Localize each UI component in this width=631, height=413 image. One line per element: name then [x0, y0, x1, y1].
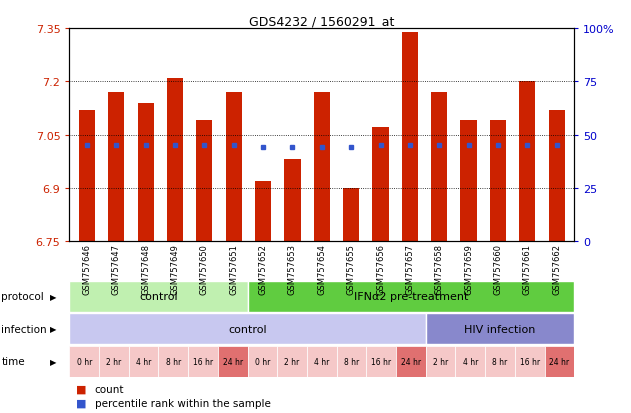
- Text: 4 hr: 4 hr: [314, 357, 329, 366]
- Bar: [461, 121, 476, 242]
- Text: GSM757655: GSM757655: [346, 244, 356, 294]
- Text: 16 hr: 16 hr: [519, 357, 540, 366]
- Bar: [396, 346, 426, 377]
- Text: ■: ■: [76, 384, 86, 394]
- Text: 24 hr: 24 hr: [223, 357, 243, 366]
- Bar: [188, 346, 218, 377]
- Bar: [314, 93, 330, 242]
- Bar: [485, 346, 515, 377]
- Bar: [337, 346, 367, 377]
- Text: time: time: [1, 356, 25, 366]
- Text: GSM757662: GSM757662: [552, 244, 561, 294]
- Bar: [247, 346, 277, 377]
- Text: 2 hr: 2 hr: [433, 357, 448, 366]
- Text: GSM757656: GSM757656: [376, 244, 385, 294]
- Bar: [372, 128, 389, 242]
- Title: GDS4232 / 1560291_at: GDS4232 / 1560291_at: [249, 15, 394, 28]
- Bar: [367, 346, 396, 377]
- Bar: [545, 346, 574, 377]
- Bar: [158, 346, 188, 377]
- Text: GSM757652: GSM757652: [259, 244, 268, 294]
- Bar: [307, 346, 337, 377]
- Text: 24 hr: 24 hr: [550, 357, 569, 366]
- Bar: [426, 313, 574, 344]
- Text: GSM757650: GSM757650: [200, 244, 209, 294]
- Text: GSM757658: GSM757658: [435, 244, 444, 294]
- Bar: [247, 281, 574, 312]
- Text: control: control: [139, 292, 178, 302]
- Text: GSM757653: GSM757653: [288, 244, 297, 294]
- Bar: [218, 346, 247, 377]
- Text: GSM757649: GSM757649: [170, 244, 180, 294]
- Text: GSM757660: GSM757660: [493, 244, 502, 294]
- Bar: [285, 160, 300, 242]
- Text: 2 hr: 2 hr: [285, 357, 300, 366]
- Bar: [69, 281, 247, 312]
- Bar: [69, 346, 99, 377]
- Bar: [402, 33, 418, 242]
- Bar: [343, 188, 359, 242]
- Bar: [431, 93, 447, 242]
- Text: HIV infection: HIV infection: [464, 324, 536, 334]
- Text: protocol: protocol: [1, 292, 44, 302]
- Text: GSM757659: GSM757659: [464, 244, 473, 294]
- Text: GSM757646: GSM757646: [83, 244, 91, 294]
- Bar: [515, 346, 545, 377]
- Text: ■: ■: [76, 398, 86, 408]
- Text: percentile rank within the sample: percentile rank within the sample: [95, 398, 271, 408]
- Text: 8 hr: 8 hr: [492, 357, 507, 366]
- Text: GSM757647: GSM757647: [112, 244, 121, 294]
- Text: 0 hr: 0 hr: [255, 357, 270, 366]
- Bar: [99, 346, 129, 377]
- Text: ▶: ▶: [50, 357, 57, 366]
- Text: 16 hr: 16 hr: [371, 357, 391, 366]
- Text: GSM757651: GSM757651: [229, 244, 239, 294]
- Text: control: control: [228, 324, 267, 334]
- Bar: [109, 93, 124, 242]
- Text: 24 hr: 24 hr: [401, 357, 421, 366]
- Text: GSM757661: GSM757661: [522, 244, 532, 294]
- Bar: [548, 110, 565, 242]
- Bar: [255, 181, 271, 242]
- Text: ▶: ▶: [50, 325, 57, 333]
- Bar: [138, 103, 154, 242]
- Text: GSM757657: GSM757657: [405, 244, 415, 294]
- Text: 16 hr: 16 hr: [193, 357, 213, 366]
- Bar: [519, 82, 535, 242]
- Bar: [196, 121, 213, 242]
- Text: 2 hr: 2 hr: [107, 357, 122, 366]
- Bar: [490, 121, 506, 242]
- Text: 4 hr: 4 hr: [136, 357, 151, 366]
- Bar: [277, 346, 307, 377]
- Text: IFNα2 pre-treatment: IFNα2 pre-treatment: [354, 292, 468, 302]
- Text: 0 hr: 0 hr: [76, 357, 92, 366]
- Text: ▶: ▶: [50, 292, 57, 301]
- Text: GSM757648: GSM757648: [141, 244, 150, 294]
- Text: 8 hr: 8 hr: [166, 357, 181, 366]
- Text: 4 hr: 4 hr: [463, 357, 478, 366]
- Bar: [129, 346, 158, 377]
- Bar: [79, 110, 95, 242]
- Bar: [456, 346, 485, 377]
- Bar: [426, 346, 456, 377]
- Bar: [226, 93, 242, 242]
- Text: infection: infection: [1, 324, 47, 334]
- Text: count: count: [95, 384, 124, 394]
- Text: 8 hr: 8 hr: [344, 357, 359, 366]
- Bar: [69, 313, 426, 344]
- Bar: [167, 78, 183, 242]
- Text: GSM757654: GSM757654: [317, 244, 326, 294]
